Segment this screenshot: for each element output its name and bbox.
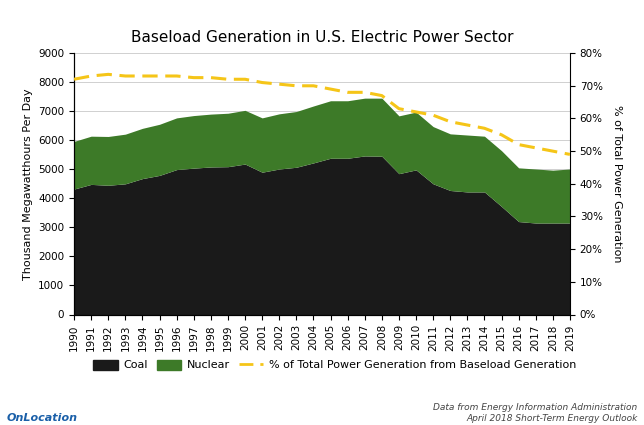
Title: Baseload Generation in U.S. Electric Power Sector: Baseload Generation in U.S. Electric Pow…	[131, 30, 513, 45]
Legend: Coal, Nuclear, % of Total Power Generation from Baseload Generation: Coal, Nuclear, % of Total Power Generati…	[89, 355, 581, 375]
Text: OnLocation: OnLocation	[6, 413, 77, 423]
Y-axis label: Thousand Megawatthours Per Day: Thousand Megawatthours Per Day	[23, 88, 33, 280]
Y-axis label: % of Total Power Generation: % of Total Power Generation	[612, 105, 622, 263]
Text: Data from Energy Information Administration
April 2018 Short-Term Energy Outlook: Data from Energy Information Administrat…	[433, 403, 638, 423]
